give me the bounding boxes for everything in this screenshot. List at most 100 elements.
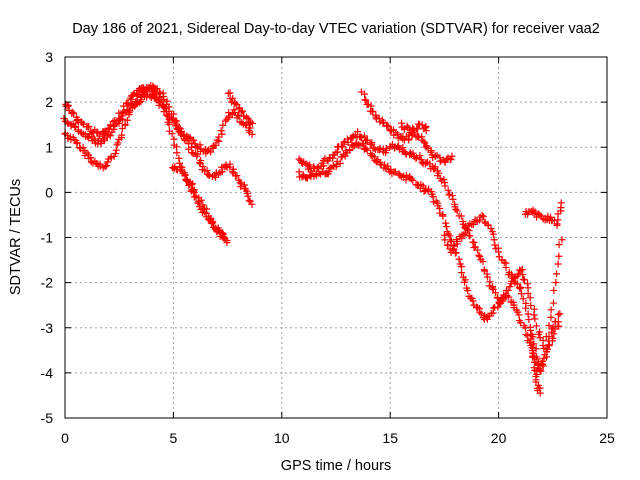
- data-point-trace: [500, 258, 508, 266]
- data-point-trace: [162, 108, 170, 116]
- data-point-trace: [441, 182, 449, 190]
- data-point: [73, 117, 81, 125]
- data-point-trace: [102, 162, 110, 170]
- data-point-trace: [445, 191, 453, 199]
- data-point: [553, 221, 561, 229]
- data-point-trace: [481, 218, 489, 226]
- data-point-trace: [449, 195, 457, 203]
- data-point-trace: [495, 248, 503, 256]
- data-point: [60, 114, 68, 122]
- data-point-trace: [528, 344, 536, 352]
- data-point-trace: [440, 175, 448, 183]
- data-point-trace: [397, 119, 405, 127]
- axis-ticks: [64, 56, 608, 419]
- data-point: [558, 236, 566, 244]
- data-point-trace: [539, 357, 547, 365]
- y-tick-label: -4: [41, 365, 54, 381]
- data-point-trace: [526, 338, 534, 346]
- data-point-trace: [346, 146, 354, 154]
- data-point-trace: [190, 136, 198, 144]
- data-point-trace: [238, 107, 246, 115]
- data-point-trace: [90, 135, 98, 143]
- data-point: [544, 345, 552, 353]
- data-point-trace: [107, 122, 115, 130]
- data-point-trace: [457, 212, 465, 220]
- data-point-trace: [522, 304, 530, 312]
- data-point-trace: [212, 141, 220, 149]
- data-point-trace: [236, 178, 244, 186]
- data-point-trace: [325, 165, 333, 173]
- data-point-trace: [444, 241, 452, 249]
- data-point-trace: [553, 270, 561, 278]
- data-point: [552, 278, 560, 286]
- series-11: [521, 199, 565, 229]
- x-tick-label: 20: [491, 430, 507, 446]
- data-point: [203, 147, 211, 155]
- data-point-trace: [549, 323, 557, 331]
- data-point-trace: [554, 311, 562, 319]
- data-point-trace: [475, 251, 483, 259]
- data-point-trace: [439, 212, 447, 220]
- data-point: [212, 173, 220, 181]
- series-4: [169, 163, 229, 243]
- data-point: [360, 132, 368, 140]
- data-point-trace: [383, 121, 391, 129]
- data-point-trace: [233, 172, 241, 180]
- data-point: [535, 330, 543, 338]
- data-point-trace: [526, 326, 534, 334]
- series-6: [295, 139, 563, 373]
- data-point-trace: [72, 122, 80, 130]
- data-point: [73, 139, 81, 147]
- y-tick-label: 3: [45, 49, 53, 65]
- data-point-trace: [361, 96, 369, 104]
- data-point: [231, 99, 239, 107]
- data-point: [248, 130, 256, 138]
- data-point-trace: [531, 315, 539, 323]
- data-point: [422, 127, 430, 135]
- data-point: [528, 331, 536, 339]
- data-point: [237, 108, 245, 116]
- data-point-trace: [115, 119, 123, 127]
- x-tick-labels: 0 5 10 15 20 25: [61, 430, 615, 446]
- data-point-trace: [329, 162, 337, 170]
- data-point-trace: [121, 120, 129, 128]
- y-tick-label: -1: [41, 230, 54, 246]
- data-point-trace: [369, 108, 377, 116]
- data-point-trace: [118, 131, 126, 139]
- data-point-trace: [516, 285, 524, 293]
- data-point-trace: [186, 135, 194, 143]
- data-point-trace: [161, 105, 169, 113]
- series-1: [61, 84, 231, 247]
- data-point-trace: [240, 112, 248, 120]
- data-point-trace: [527, 335, 535, 343]
- data-point: [126, 107, 134, 115]
- data-point: [464, 287, 472, 295]
- data-point-trace: [527, 302, 535, 310]
- data-point-trace: [476, 253, 484, 261]
- data-point-trace: [237, 183, 245, 191]
- data-point-trace: [70, 109, 78, 117]
- data-point-trace: [246, 124, 254, 132]
- series-5: [224, 89, 256, 129]
- x-tick-label: 5: [170, 430, 178, 446]
- data-point: [487, 225, 495, 233]
- data-point-trace: [502, 263, 510, 271]
- data-point-trace: [469, 297, 477, 305]
- data-point: [458, 269, 466, 277]
- data-point-trace: [420, 138, 428, 146]
- data-point-trace: [343, 135, 351, 143]
- data-point-trace: [363, 146, 371, 154]
- data-point-trace: [449, 246, 457, 254]
- data-point-trace: [541, 351, 549, 359]
- data-point-trace: [458, 263, 466, 271]
- data-point-trace: [382, 145, 390, 153]
- data-point-trace: [336, 159, 344, 167]
- data-point: [483, 273, 491, 281]
- data-point-trace: [447, 237, 455, 245]
- data-point: [460, 230, 468, 238]
- data-point-trace: [441, 236, 449, 244]
- data-point: [173, 143, 181, 151]
- data-point-trace: [542, 333, 550, 341]
- data-point-trace: [455, 255, 463, 263]
